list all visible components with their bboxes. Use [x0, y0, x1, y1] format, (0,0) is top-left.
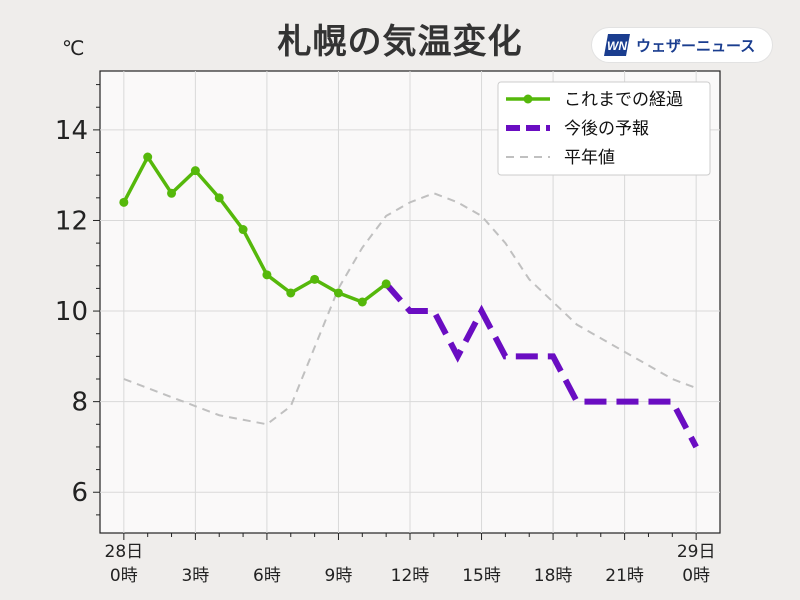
legend-label: 平年値	[564, 148, 615, 168]
data-point	[333, 288, 343, 298]
data-point	[286, 288, 296, 298]
x-tick-label: 18時	[534, 566, 573, 586]
x-tick-label: 0時	[682, 566, 710, 586]
weathernews-logo-icon: WN	[604, 34, 630, 56]
data-point	[262, 270, 272, 280]
data-point	[310, 274, 320, 284]
series-line-1	[383, 281, 699, 449]
x-tick-label: 15時	[462, 566, 501, 586]
x-tick-label: 29日	[677, 542, 716, 562]
data-point	[190, 166, 200, 176]
data-point	[238, 225, 248, 235]
y-tick-label: 12	[55, 206, 88, 236]
data-point	[143, 152, 153, 162]
brand-badge: WN ウェザーニュース	[592, 28, 772, 62]
legend-marker	[523, 94, 533, 104]
x-tick-label: 12時	[391, 566, 430, 586]
data-point	[167, 188, 177, 198]
legend-box	[497, 81, 711, 176]
y-tick-label: 8	[71, 388, 88, 418]
axis-ticks: 6 8 10 12 14 28日 0時 3時 6時 9時 12時 15時 18時 21時 29日 0時	[55, 84, 716, 586]
data-point	[357, 297, 367, 307]
y-tick-label: 14	[55, 116, 88, 146]
chart-title: 札幌の気温変化	[277, 22, 523, 62]
y-tick-label: 10	[55, 297, 88, 327]
series-line-2	[123, 192, 697, 426]
x-tick-label: 28日	[105, 542, 144, 562]
x-tick-label: 3時	[181, 566, 209, 586]
legend-label: 今後の予報	[564, 119, 649, 139]
brand-name: ウェザーニュース	[636, 37, 756, 55]
brand-logo-text: WN	[607, 39, 627, 53]
data-point	[119, 197, 129, 207]
data-point	[381, 279, 391, 289]
legend-label: これまでの経過	[564, 90, 683, 110]
x-tick-label: 0時	[110, 566, 138, 586]
y-tick-label: 6	[71, 478, 88, 508]
x-tick-label: 21時	[605, 566, 644, 586]
data-point	[214, 193, 224, 203]
x-tick-label: 9時	[325, 566, 353, 586]
grid	[100, 71, 720, 533]
y-axis-unit-label: ℃	[62, 36, 85, 60]
series-layer	[119, 152, 699, 449]
x-tick-label: 6時	[253, 566, 281, 586]
